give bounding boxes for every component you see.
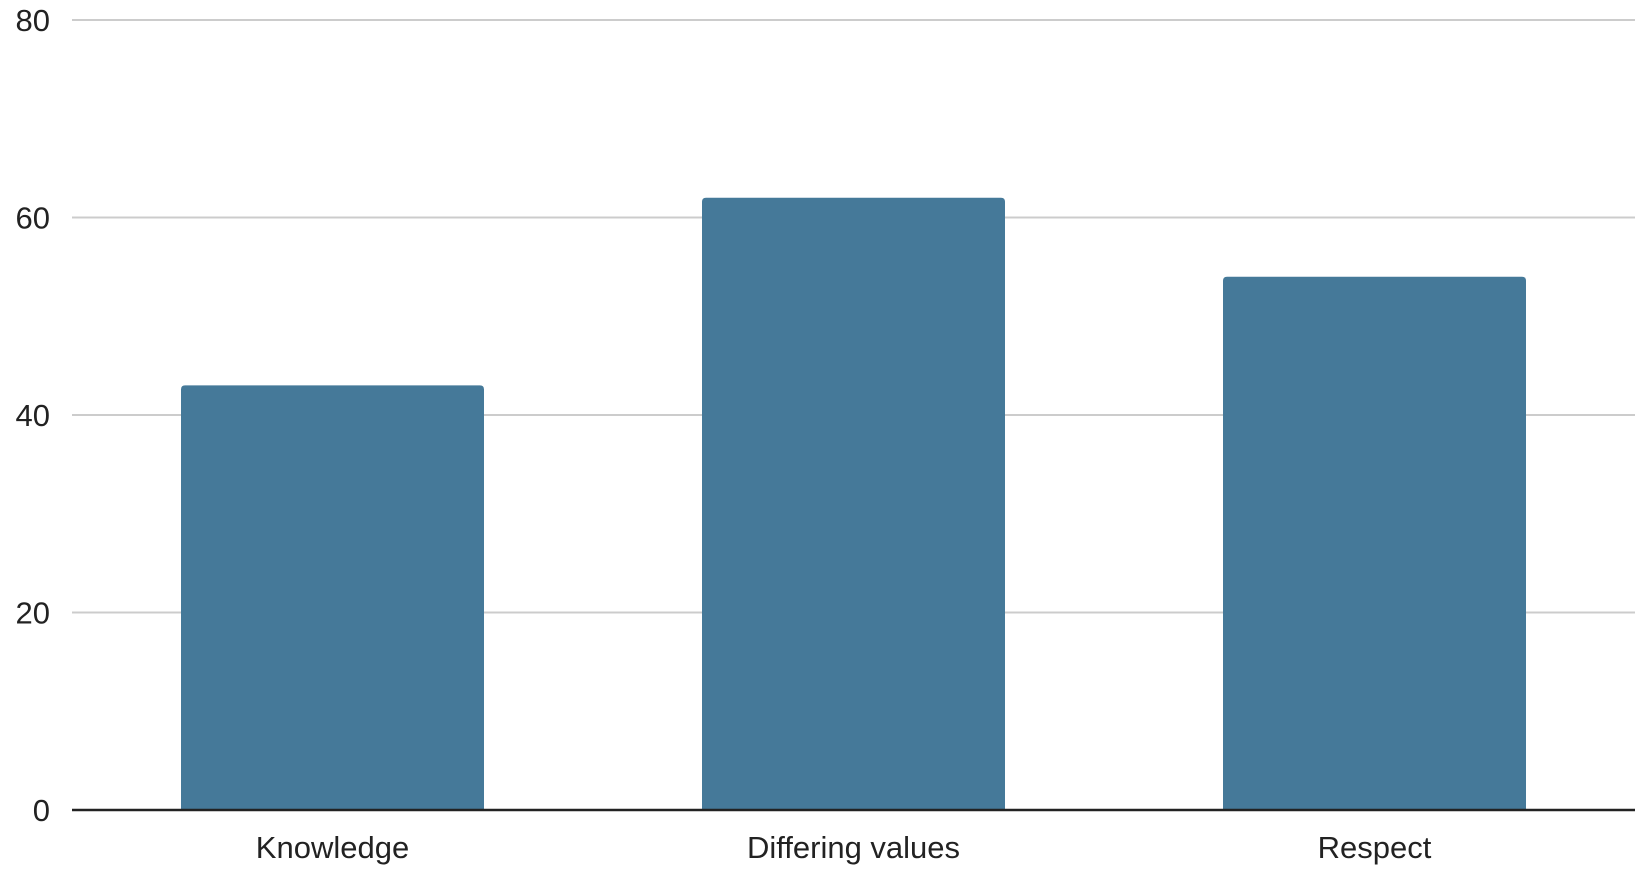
x-category-label: Knowledge <box>256 830 409 865</box>
y-tick-label: 60 <box>16 201 50 236</box>
x-category-label: Respect <box>1318 830 1432 865</box>
y-tick-label: 40 <box>16 398 50 433</box>
y-tick-label: 20 <box>16 596 50 631</box>
x-axis-categories: Knowledge Differing values Respect <box>256 830 1432 865</box>
bar-differing-values <box>702 197 1005 810</box>
bar-respect <box>1223 276 1526 810</box>
y-tick-label: 0 <box>33 793 50 828</box>
bar-knowledge <box>181 385 484 810</box>
bars <box>181 197 1526 810</box>
x-category-label: Differing values <box>747 830 960 865</box>
y-axis-ticks: 0 20 40 60 80 <box>16 3 50 828</box>
y-tick-label: 80 <box>16 3 50 38</box>
